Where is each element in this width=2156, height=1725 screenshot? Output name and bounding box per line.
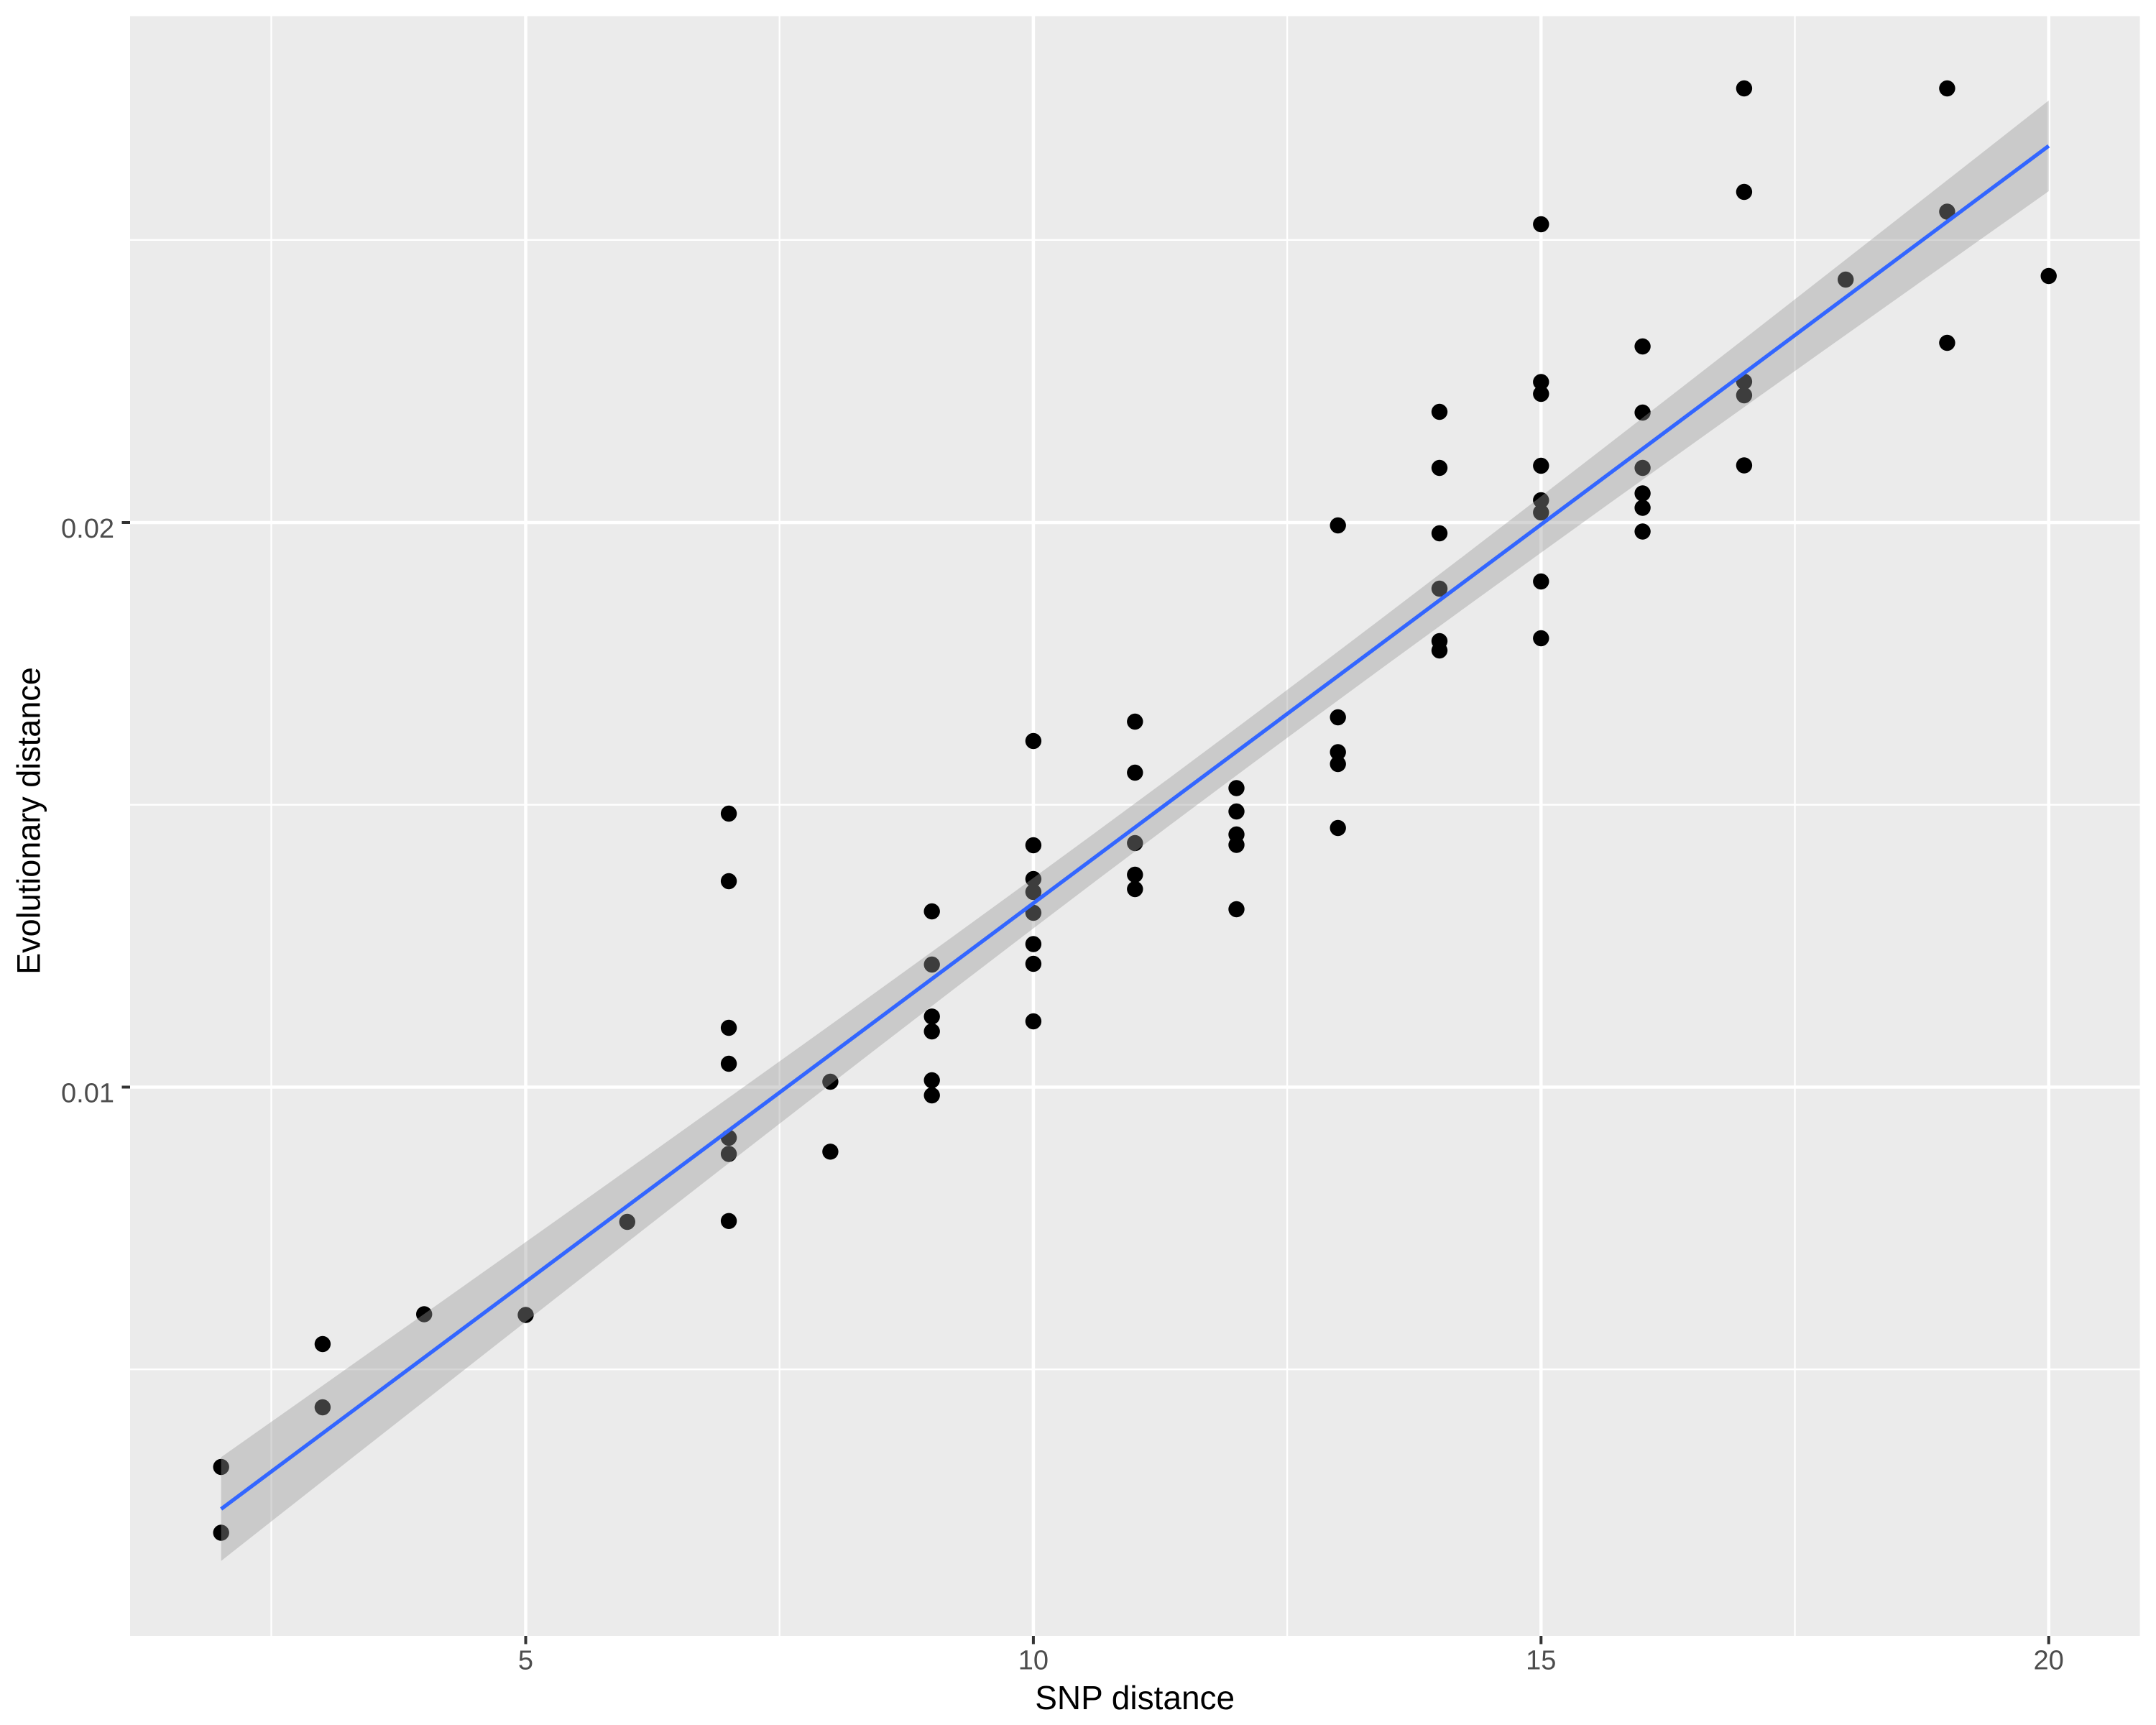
svg-text:20: 20 xyxy=(2034,1646,2064,1676)
svg-text:15: 15 xyxy=(1526,1646,1556,1676)
svg-text:0.01: 0.01 xyxy=(61,1079,114,1109)
svg-text:Evolutionary distance: Evolutionary distance xyxy=(11,667,47,975)
svg-text:SNP distance: SNP distance xyxy=(1035,1679,1235,1716)
svg-text:10: 10 xyxy=(1018,1646,1049,1676)
svg-text:0.02: 0.02 xyxy=(61,514,114,544)
svg-text:5: 5 xyxy=(518,1646,533,1676)
